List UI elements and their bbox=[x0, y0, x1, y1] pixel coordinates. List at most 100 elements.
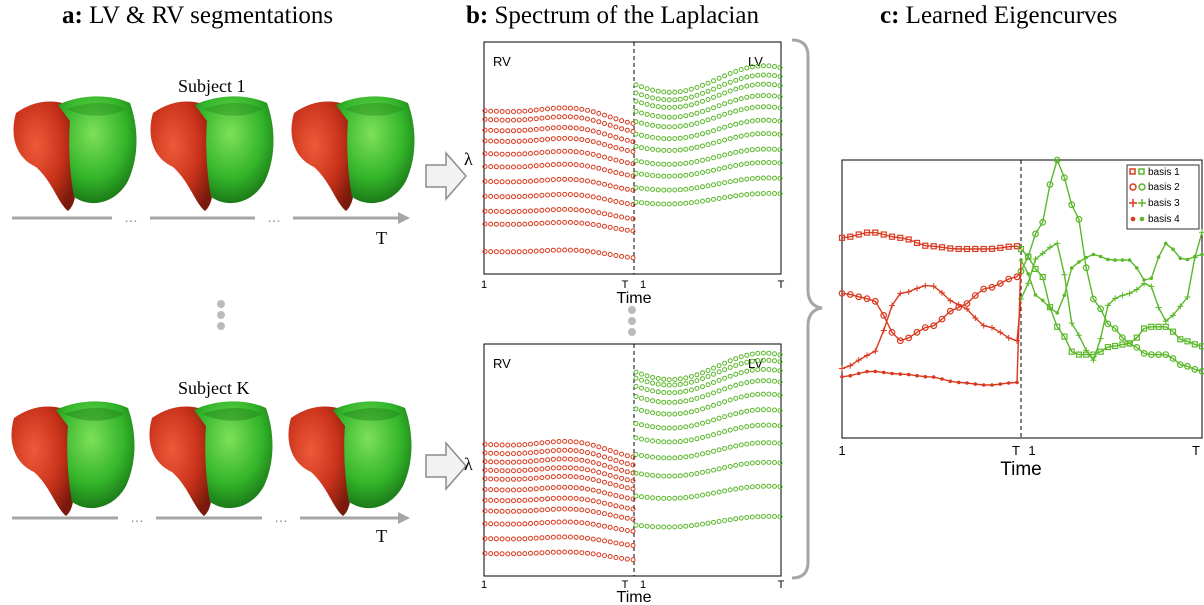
lv-point bbox=[683, 495, 689, 500]
rv-point bbox=[539, 507, 545, 513]
lv-point bbox=[661, 136, 667, 142]
marker-dot bbox=[1156, 255, 1161, 259]
lv-point bbox=[655, 381, 661, 387]
rv-point bbox=[579, 192, 585, 198]
lv-point bbox=[744, 408, 750, 414]
lv-line bbox=[1020, 248, 1203, 356]
lv-point bbox=[694, 110, 700, 116]
rv-point bbox=[493, 442, 499, 448]
lv-point bbox=[749, 93, 755, 99]
lv-point bbox=[666, 187, 672, 193]
lv-point bbox=[672, 161, 678, 167]
rv-point bbox=[596, 165, 602, 171]
lv-point bbox=[677, 495, 683, 501]
lv-point bbox=[777, 514, 783, 520]
lv-point bbox=[755, 146, 761, 152]
lv-point bbox=[677, 473, 683, 479]
rv-point bbox=[624, 172, 630, 178]
lv-point bbox=[772, 118, 777, 124]
rv-point bbox=[562, 549, 568, 555]
lv-point bbox=[661, 399, 667, 405]
lv-point bbox=[766, 513, 772, 519]
vertical-ellipsis-b bbox=[628, 306, 636, 336]
rv-point bbox=[630, 129, 636, 134]
marker-circle bbox=[1068, 201, 1076, 209]
rv-point bbox=[562, 447, 568, 453]
lv-point bbox=[633, 199, 639, 205]
lv-point bbox=[711, 448, 716, 454]
lv-point bbox=[716, 369, 722, 375]
lv-point bbox=[777, 368, 783, 374]
marker-circle bbox=[1169, 355, 1177, 362]
lv-point bbox=[722, 137, 728, 143]
rv-point bbox=[493, 208, 499, 214]
rv-point bbox=[562, 519, 568, 525]
rv-point bbox=[579, 475, 585, 480]
lv-point bbox=[633, 421, 639, 426]
marker-circle bbox=[1060, 174, 1068, 182]
lv-point bbox=[705, 117, 711, 123]
lv-point bbox=[755, 407, 761, 413]
rv-point bbox=[624, 505, 630, 511]
lv-point bbox=[760, 93, 766, 98]
lv-point bbox=[705, 88, 711, 94]
lv-point bbox=[688, 409, 694, 415]
rv-point bbox=[533, 178, 539, 184]
marker-circle bbox=[905, 334, 913, 342]
lv-point bbox=[722, 429, 728, 434]
lv-point bbox=[766, 175, 772, 181]
ellipsis-1: … bbox=[124, 209, 138, 225]
lv-point bbox=[666, 136, 672, 142]
lv-point bbox=[772, 93, 777, 99]
lv-point bbox=[694, 132, 700, 138]
rv-point bbox=[545, 115, 551, 121]
lv-point bbox=[733, 382, 739, 388]
rv-point bbox=[499, 536, 505, 542]
lv-point bbox=[722, 152, 728, 158]
rv-point bbox=[493, 249, 499, 255]
lv-point bbox=[644, 172, 650, 178]
lv-point bbox=[639, 385, 644, 391]
rv-point bbox=[493, 194, 499, 200]
marker-dot bbox=[1006, 381, 1011, 385]
rv-point bbox=[567, 105, 573, 111]
rv-point bbox=[590, 451, 596, 457]
rv-point bbox=[482, 108, 488, 114]
lv-point bbox=[639, 453, 644, 458]
rv-point bbox=[596, 129, 602, 135]
connector-line bbox=[1016, 260, 1022, 383]
rv-point bbox=[505, 468, 511, 474]
marker-circle bbox=[838, 290, 846, 297]
rv-point bbox=[624, 201, 630, 207]
lv-point bbox=[694, 471, 700, 476]
vertical-ellipsis-a bbox=[217, 300, 225, 330]
marker-dot bbox=[1185, 257, 1190, 262]
rv-point bbox=[624, 461, 630, 467]
heart-4 bbox=[11, 401, 135, 516]
rv-point bbox=[602, 142, 607, 147]
rv-point bbox=[567, 465, 573, 471]
marker-square bbox=[1162, 323, 1169, 330]
lv-point bbox=[655, 399, 661, 405]
rv-point bbox=[522, 450, 528, 456]
rv-point bbox=[533, 150, 539, 156]
rv-point bbox=[493, 521, 499, 527]
rv-point bbox=[567, 161, 573, 167]
lv-point bbox=[688, 374, 694, 379]
rv-point bbox=[533, 535, 539, 541]
rv-point bbox=[624, 453, 630, 459]
lv-point bbox=[716, 181, 722, 187]
lv-point bbox=[772, 422, 777, 428]
lv-point bbox=[683, 523, 689, 529]
rv-point bbox=[624, 556, 630, 562]
lv-point bbox=[700, 157, 705, 163]
lv-point bbox=[688, 160, 694, 165]
rv-point bbox=[516, 468, 522, 474]
rv-point bbox=[590, 459, 596, 465]
lv-point bbox=[688, 523, 694, 529]
rv-point bbox=[579, 126, 585, 132]
marker-dot bbox=[1106, 257, 1110, 262]
marker-circle bbox=[1191, 365, 1199, 373]
lv-point bbox=[661, 201, 667, 207]
lv-point bbox=[711, 155, 716, 161]
